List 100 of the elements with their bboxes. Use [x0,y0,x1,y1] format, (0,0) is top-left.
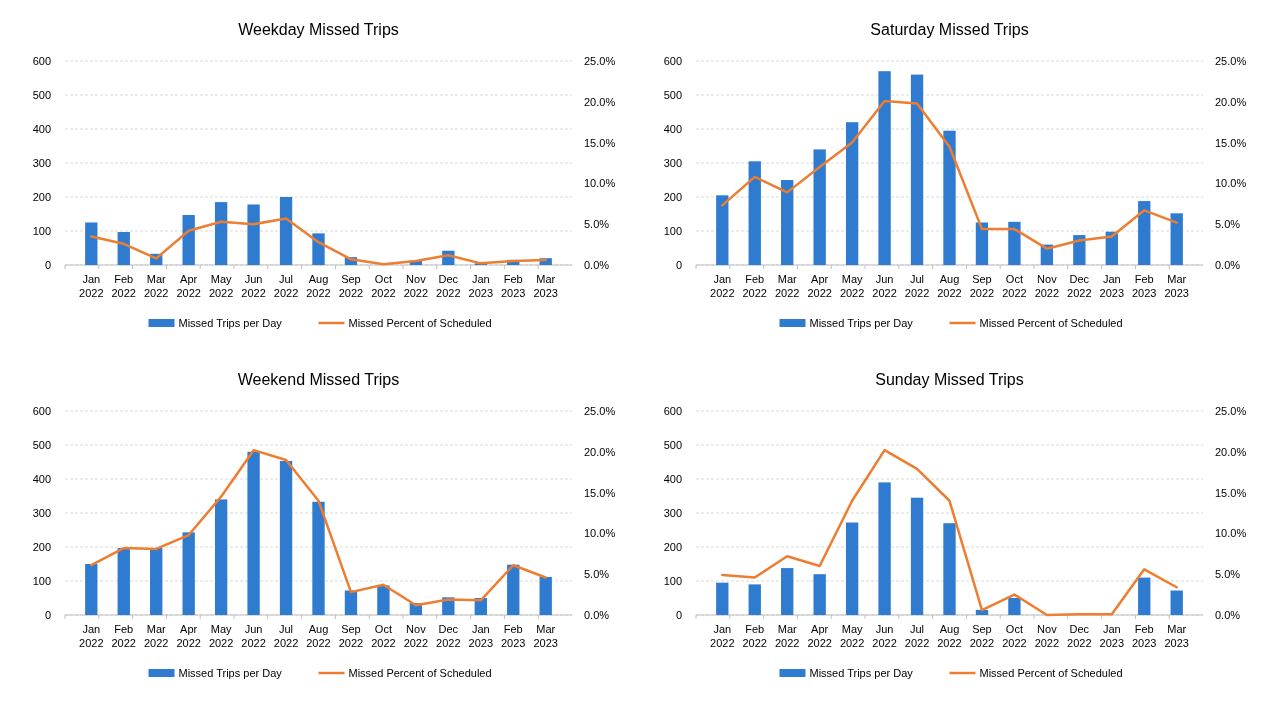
y-tick-label: 400 [32,123,51,135]
x-tick-label: Dec 2022 [1067,623,1092,649]
x-tick-label: May 2022 [208,623,234,649]
x-tick-label: Mar 2023 [533,623,558,649]
x-tick-label: Jun 2022 [872,623,897,649]
chart-title: Saturday Missed Trips [870,21,1029,38]
y2-tick-label: 0.0% [584,259,610,271]
y-tick-label: 100 [32,575,51,587]
y-tick-label: 200 [32,541,51,553]
legend-label: Missed Trips per Day [809,667,914,679]
y2-tick-label: 5.0% [1215,218,1241,231]
x-tick-label: Oct 2022 [371,623,396,649]
y-tick-label: 300 [663,507,682,519]
x-tick-label: Oct 2022 [1002,273,1027,299]
y2-tick-label: 0.0% [1215,259,1241,271]
x-tick-label: Feb 2023 [1132,623,1157,649]
y-tick-label: 400 [663,473,682,485]
legend-label: Missed Percent of Scheduled [979,317,1123,329]
legend-label: Missed Percent of Scheduled [348,317,492,329]
x-tick-label: Jan 2023 [1099,273,1125,299]
chart-title: Sunday Missed Trips [875,371,1024,388]
legend-label: Missed Trips per Day [178,667,283,679]
x-tick-label: Dec 2022 [436,623,461,649]
x-tick-label: Apr 2022 [807,623,832,649]
x-tick-label: Mar 2022 [774,623,800,649]
y2-tick-label: 20.0% [584,445,616,458]
x-tick-label: Jul 2022 [273,623,299,649]
y-tick-label: 600 [32,405,51,417]
x-tick-label: Jul 2022 [904,273,930,299]
legend-label: Missed Trips per Day [809,317,914,329]
y2-tick-label: 0.0% [1215,609,1241,621]
y-tick-label: 300 [32,157,51,169]
x-tick-label: Sep 2022 [969,273,995,299]
y-tick-label: 0 [675,609,682,621]
x-tick-label: Jun 2022 [872,273,897,299]
y2-tick-label: 15.0% [584,136,616,149]
x-tick-label: May 2022 [208,273,234,299]
y-tick-label: 200 [663,191,682,203]
y2-tick-label: 10.0% [1215,177,1247,190]
y2-tick-label: 10.0% [584,527,616,540]
y-tick-label: 600 [663,405,682,417]
y-tick-label: 600 [663,55,682,67]
y2-tick-label: 20.0% [1215,445,1247,458]
x-tick-label: May 2022 [839,273,865,299]
y-tick-label: 500 [663,89,682,101]
y-tick-label: 100 [32,225,51,237]
y-tick-label: 100 [663,225,682,237]
y2-tick-label: 25.0% [1215,55,1247,67]
y2-tick-label: 5.0% [584,218,610,231]
x-tick-label: Aug 2022 [306,623,331,649]
x-tick-label: Mar 2023 [1164,273,1189,299]
y-tick-label: 300 [663,157,682,169]
y-tick-label: 500 [32,89,51,101]
x-tick-label: Jan 2023 [468,623,494,649]
x-tick-label: Mar 2023 [533,273,558,299]
y-tick-label: 400 [32,473,51,485]
x-tick-label: May 2022 [839,623,865,649]
y2-tick-label: 15.0% [1215,136,1247,149]
y2-tick-label: 5.0% [584,568,610,581]
x-tick-label: Jun 2022 [241,623,266,649]
x-tick-label: Aug 2022 [306,273,331,299]
x-tick-label: Feb 2022 [111,623,136,649]
x-tick-label: Nov 2022 [403,273,429,299]
x-tick-label: Dec 2022 [436,273,461,299]
y-tick-label: 500 [663,439,682,451]
x-tick-label: Oct 2022 [1002,623,1027,649]
y-tick-label: 300 [32,507,51,519]
x-tick-label: Jan 2022 [79,273,104,299]
x-tick-label: Aug 2022 [937,273,962,299]
y2-tick-label: 20.0% [584,95,616,108]
y2-tick-label: 10.0% [584,177,616,190]
x-tick-label: Jan 2023 [1099,623,1125,649]
y2-tick-label: 25.0% [1215,405,1247,417]
x-tick-label: Jan 2022 [710,273,735,299]
x-tick-label: Jan 2022 [710,623,735,649]
x-tick-label: Feb 2022 [742,623,767,649]
x-tick-label: Feb 2023 [501,273,526,299]
x-tick-label: Apr 2022 [176,273,201,299]
x-tick-label: Mar 2022 [143,623,169,649]
x-tick-label: Apr 2022 [176,623,201,649]
x-tick-label: Jan 2023 [468,273,494,299]
x-tick-label: Dec 2022 [1067,273,1092,299]
x-tick-label: Nov 2022 [1034,273,1060,299]
x-tick-label: Sep 2022 [338,273,364,299]
y-tick-label: 100 [663,575,682,587]
y-tick-label: 400 [663,123,682,135]
chart-title: Weekend Missed Trips [237,371,400,388]
x-tick-label: Aug 2022 [937,623,962,649]
x-tick-label: Mar 2023 [1164,623,1189,649]
y-tick-label: 500 [32,439,51,451]
legend-label: Missed Percent of Scheduled [348,667,492,679]
y-tick-label: 0 [675,259,682,271]
x-tick-label: Feb 2023 [1132,273,1157,299]
x-tick-label: Jul 2022 [904,623,930,649]
y2-tick-label: 0.0% [584,609,610,621]
x-tick-label: Sep 2022 [969,623,995,649]
x-tick-label: Apr 2022 [807,273,832,299]
y2-tick-label: 20.0% [1215,95,1247,108]
y-tick-label: 600 [32,55,51,67]
y-tick-label: 0 [44,259,51,271]
